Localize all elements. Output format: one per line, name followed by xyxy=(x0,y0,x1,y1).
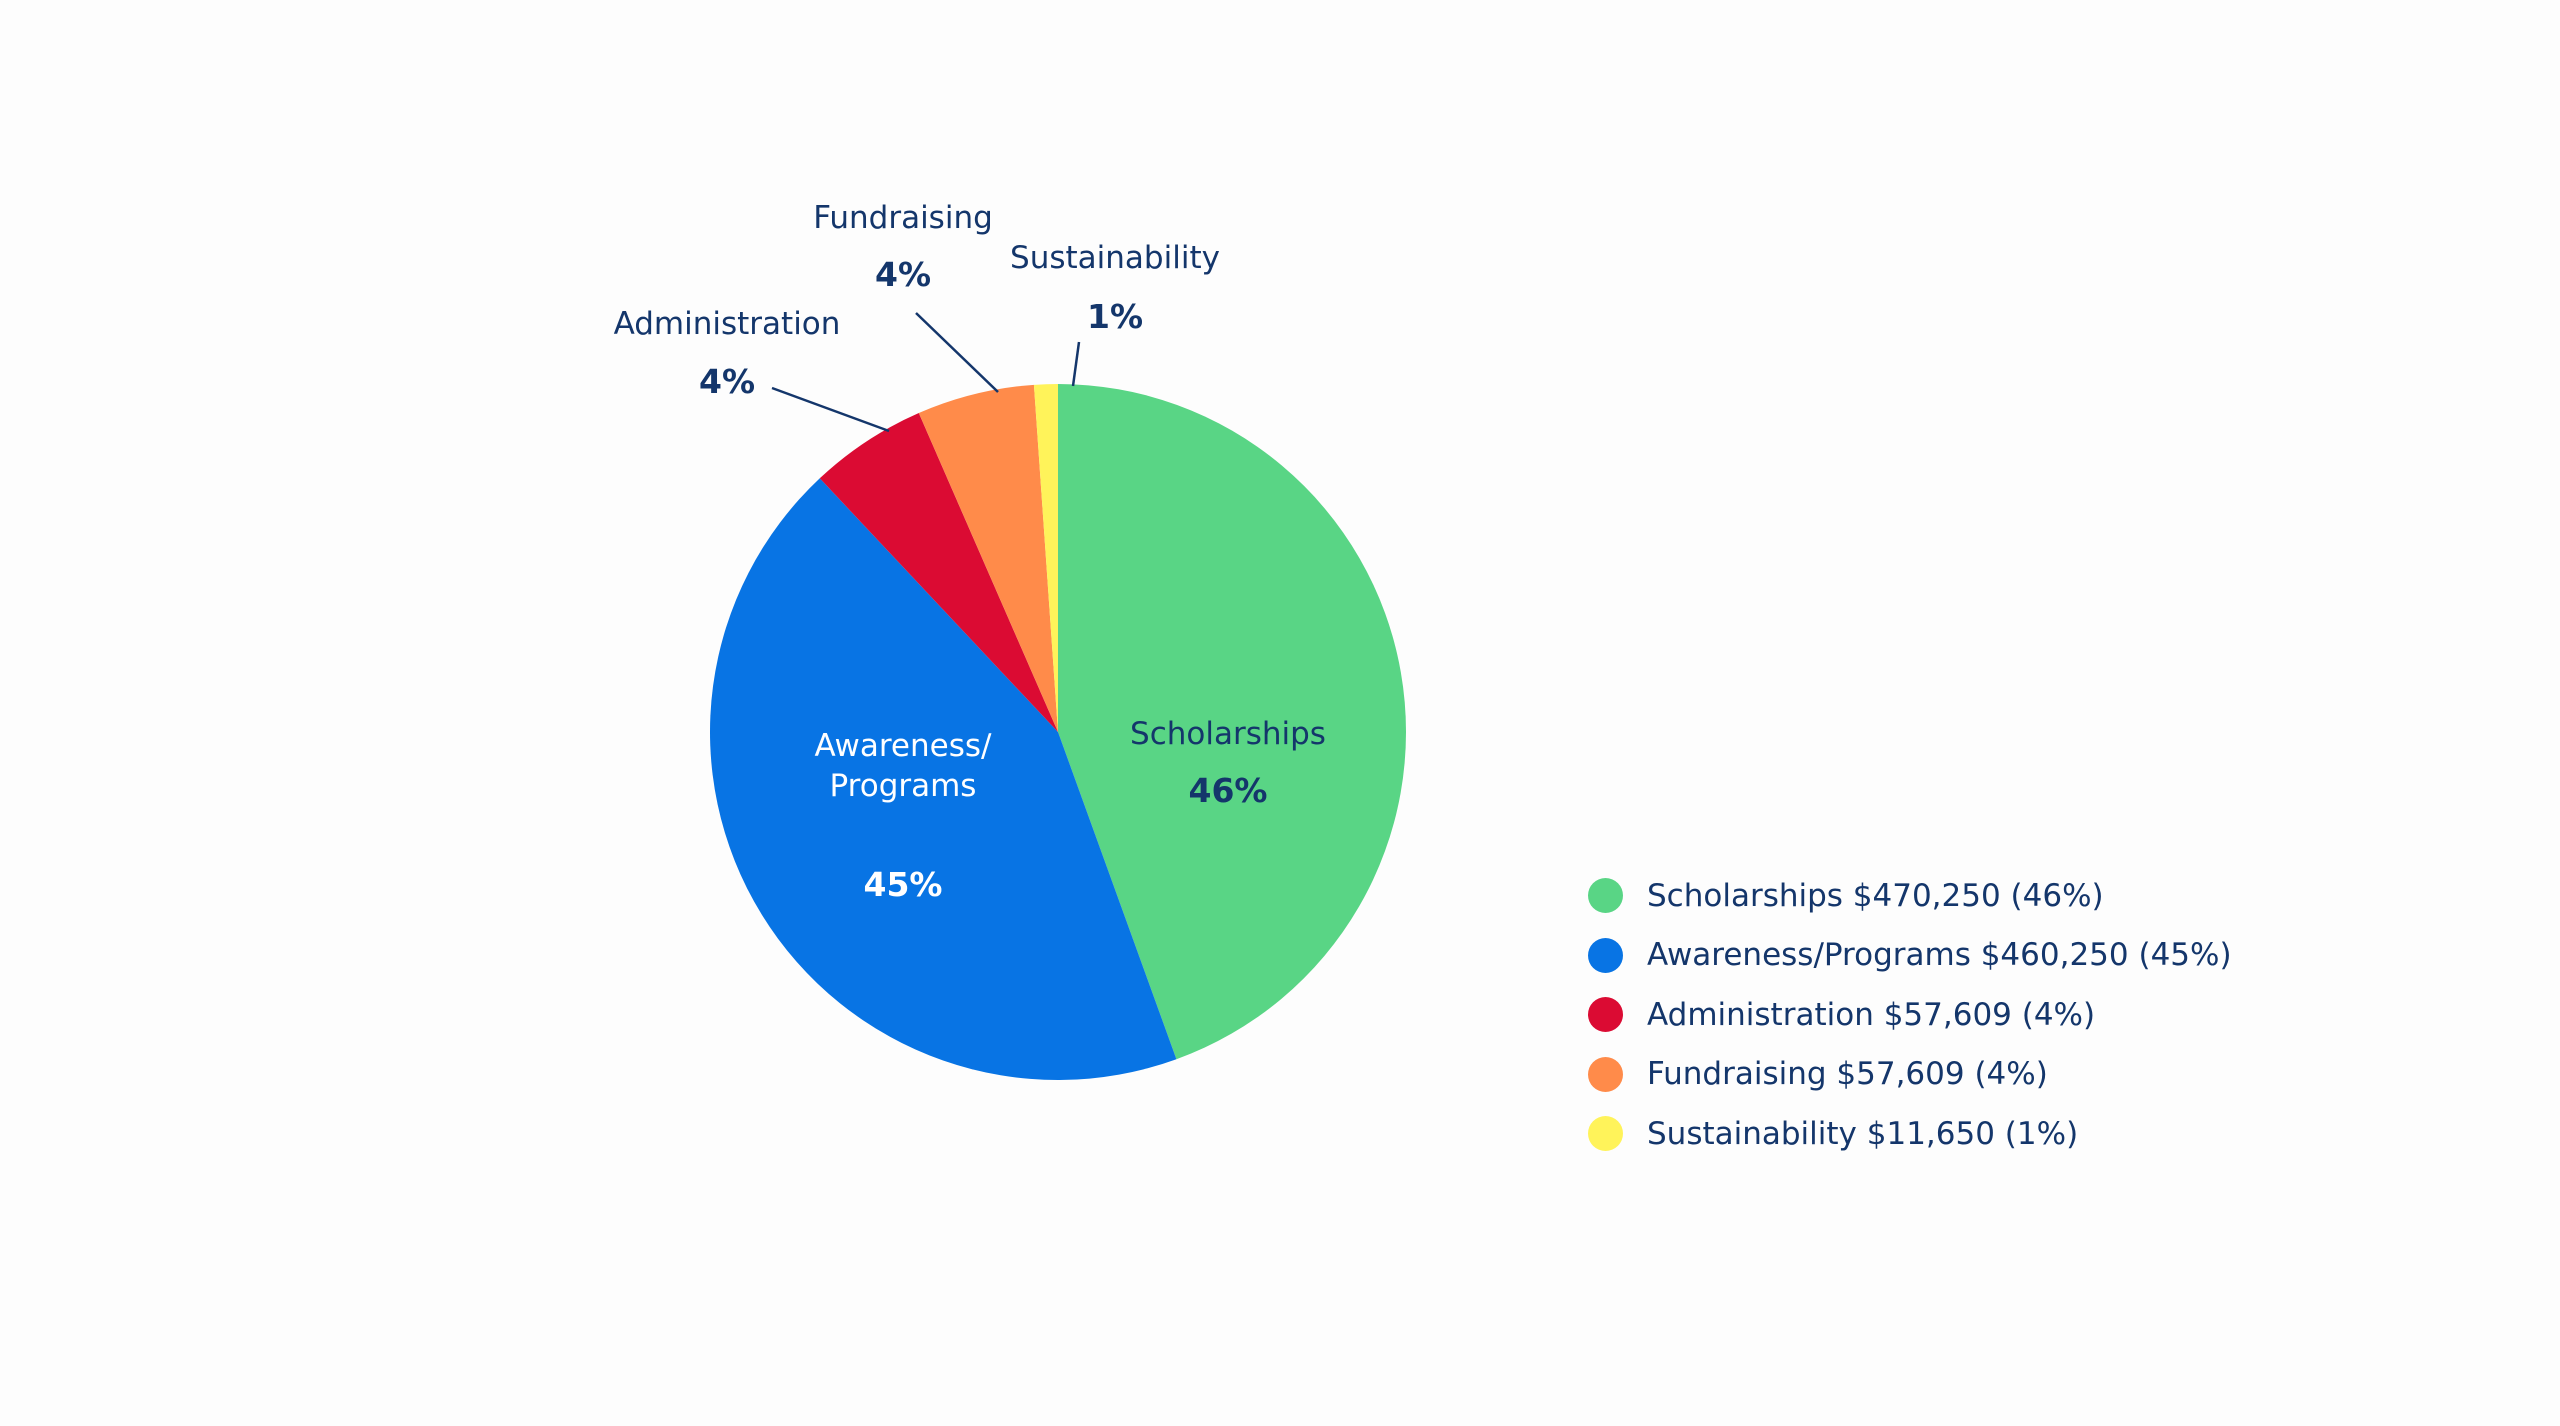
leader-line-fundraising xyxy=(915,312,999,393)
slice-label-scholarships: Scholarships xyxy=(1130,716,1326,752)
legend-item-sustainability: Sustainability $11,650 (1%) xyxy=(1588,1104,2288,1164)
pie-slice-sustainability xyxy=(1033,384,1058,732)
slice-percent-fundraising: 4% xyxy=(875,255,931,294)
pie-slice-awareness-programs xyxy=(710,478,1177,1081)
legend-label: Awareness/Programs $460,250 (45%) xyxy=(1647,937,2232,974)
legend-swatch xyxy=(1588,1056,1623,1092)
chart-legend: Scholarships $470,250 (46%) Awareness/Pro… xyxy=(1588,866,2288,1164)
pie-slices xyxy=(710,384,1407,1081)
legend-label: Fundraising $57,609 (4%) xyxy=(1647,1056,2048,1093)
legend-label: Sustainability $11,650 (1%) xyxy=(1647,1115,2079,1152)
legend-swatch xyxy=(1588,937,1623,973)
slice-percent-awareness-programs: 45% xyxy=(864,865,943,904)
legend-swatch xyxy=(1588,1116,1623,1152)
slice-label-awareness-programs: Awareness/Programs xyxy=(815,728,992,804)
legend-item-fundraising: Fundraising $57,609 (4%) xyxy=(1588,1045,2288,1105)
slice-percent-scholarships: 46% xyxy=(1189,771,1268,810)
legend-label: Scholarships $470,250 (46%) xyxy=(1647,877,2104,914)
legend-item-administration: Administration $57,609 (4%) xyxy=(1588,985,2288,1045)
legend-label: Administration $57,609 (4%) xyxy=(1647,996,2096,1033)
pie-slice-scholarships xyxy=(1058,384,1407,1060)
leader-line-sustainability xyxy=(1071,341,1081,387)
legend-swatch xyxy=(1588,878,1623,914)
slice-label-sustainability: Sustainability xyxy=(1010,240,1220,276)
legend-swatch xyxy=(1588,997,1623,1033)
pie-slice-fundraising xyxy=(918,384,1058,732)
slice-labels: Scholarships 46% Awareness/Programs 45% Admi… xyxy=(614,200,1326,904)
legend-item-awareness-programs: Awareness/Programs $460,250 (45%) xyxy=(1588,926,2288,986)
slice-percent-sustainability: 1% xyxy=(1087,297,1143,336)
leader-lines xyxy=(771,312,1081,433)
leader-line-administration xyxy=(771,386,890,433)
legend-item-scholarships: Scholarships $470,250 (46%) xyxy=(1588,866,2288,926)
slice-percent-administration: 4% xyxy=(699,362,755,401)
slice-label-administration: Administration xyxy=(614,306,841,342)
pie-slice-administration xyxy=(819,413,1058,732)
slice-label-fundraising: Fundraising xyxy=(813,200,993,236)
